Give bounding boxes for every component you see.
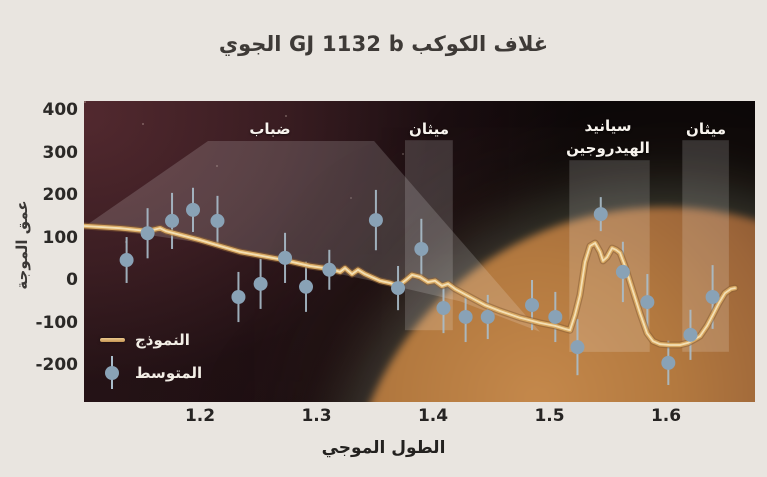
legend-mean-label: المتوسط — [135, 363, 203, 382]
plot-area: ضباب ميثان سيانيد الهيدروجين ميثان النمو… — [84, 101, 755, 402]
mean-point-swatch — [100, 356, 125, 389]
data-point — [253, 276, 268, 291]
legend-item-mean: المتوسط — [100, 356, 202, 389]
x-tick-1.5: 1.5 — [534, 406, 565, 426]
data-point — [165, 213, 180, 228]
chart-canvas — [84, 140, 739, 385]
model-line — [84, 225, 736, 346]
legend-item-model: النموذج — [100, 323, 202, 356]
data-point — [414, 241, 429, 256]
data-point — [186, 202, 201, 217]
annotation-methane-2: ميثان — [686, 120, 726, 138]
y-tick-0: 0 — [66, 270, 78, 290]
data-point — [140, 226, 155, 241]
annotation-haze: ضباب — [249, 120, 291, 138]
x-tick-1.6: 1.6 — [650, 406, 682, 426]
annotation-methane-1: ميثان — [409, 120, 449, 138]
data-point — [119, 253, 134, 268]
legend-model-label: النموذج — [135, 330, 190, 349]
region-methane-1 — [405, 140, 453, 331]
data-point — [705, 290, 720, 304]
y-tick-400: 400 — [42, 100, 79, 120]
y-tick--100: -100 — [35, 312, 78, 333]
y-tick-300: 300 — [42, 142, 79, 163]
data-point — [640, 295, 655, 310]
x-tick-1.2: 1.2 — [184, 406, 216, 426]
y-tick-100: 100 — [42, 227, 79, 248]
data-point — [210, 213, 225, 228]
data-point — [570, 340, 585, 355]
data-point — [683, 327, 698, 342]
region-methane-2 — [682, 140, 729, 352]
y-tick--200: -200 — [35, 355, 78, 375]
page-title: غلاف الكوكب GJ 1132 b الجوي — [218, 32, 549, 56]
data-point — [391, 281, 406, 296]
y-tick-200: 200 — [42, 185, 79, 205]
data-point — [480, 309, 495, 324]
data-point — [525, 298, 540, 313]
data-point — [458, 309, 473, 324]
data-point — [548, 309, 563, 324]
data-point — [593, 207, 608, 222]
stars-decoration — [84, 101, 86, 103]
annotation-hydrogen-cyanide: سيانيد الهيدروجين — [566, 117, 650, 157]
data-point — [615, 264, 630, 279]
data-point — [368, 213, 383, 228]
x-tick-1.3: 1.3 — [301, 406, 332, 426]
data-point — [299, 279, 314, 294]
data-point — [661, 355, 676, 370]
data-point — [231, 290, 246, 304]
x-axis-title: الطول الموجي — [321, 438, 446, 458]
model-line-swatch — [100, 337, 125, 342]
data-point — [436, 301, 451, 316]
data-point — [322, 262, 337, 277]
x-tick-1.4: 1.4 — [417, 406, 449, 426]
data-point — [278, 250, 293, 265]
legend: النموذج المتوسط — [100, 323, 202, 389]
